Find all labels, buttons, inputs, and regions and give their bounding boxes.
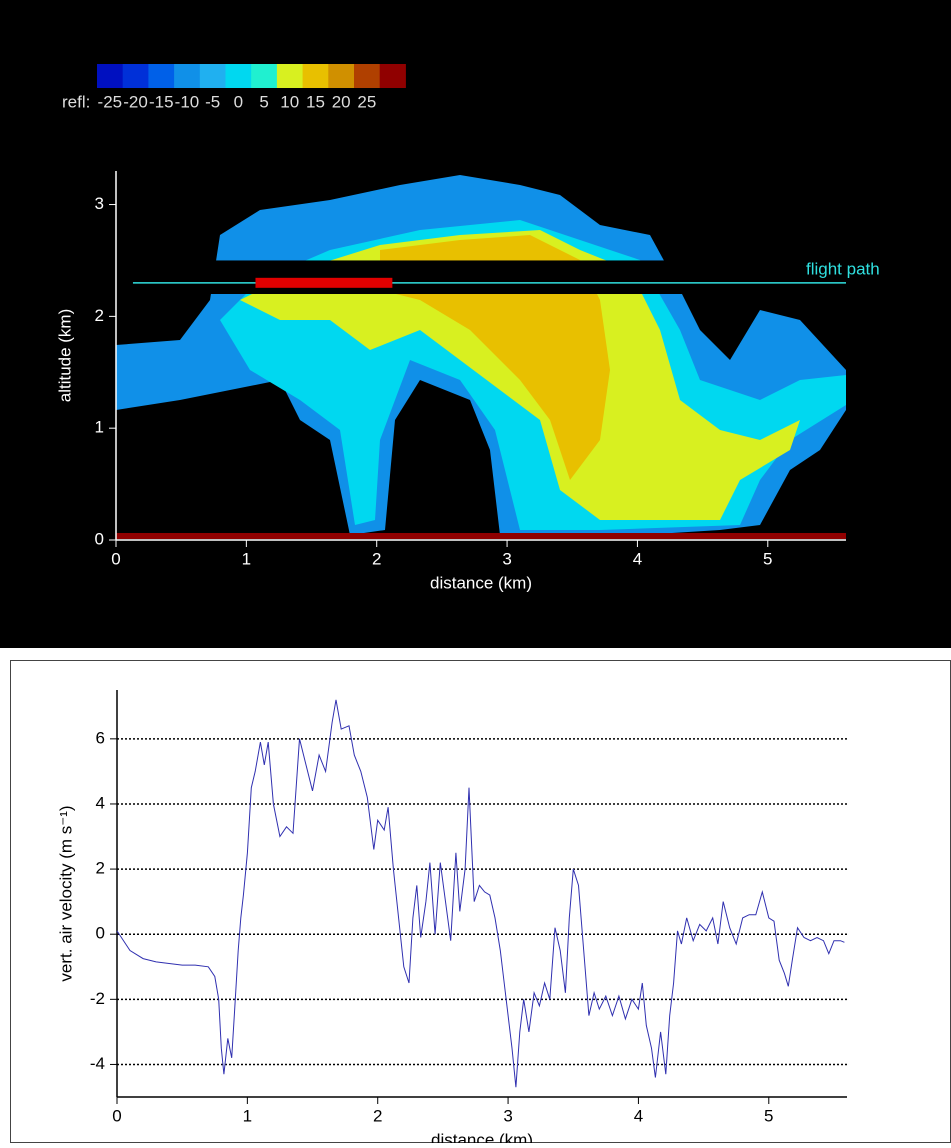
colorbar-swatch <box>148 64 175 88</box>
colorbar-tick-label: -10 <box>175 92 200 111</box>
colorbar-swatch <box>225 64 252 88</box>
colorbar-swatch <box>354 64 381 88</box>
y-tick-label: 0 <box>95 529 104 548</box>
flight-path-label: flight path <box>806 259 880 278</box>
x-tick-label: 3 <box>503 1106 512 1125</box>
x-axis-title: distance (km) <box>430 573 532 592</box>
colorbar-tick-label: 25 <box>357 92 376 111</box>
colorbar-tick-label: -15 <box>149 92 174 111</box>
colorbar-swatch <box>276 64 304 88</box>
colorbar-swatch <box>199 64 226 88</box>
colorbar-tick-label: -5 <box>205 92 220 111</box>
y-tick-label: -2 <box>90 989 105 1008</box>
y-axis-title: vert. air velocity (m s⁻¹) <box>56 805 75 981</box>
x-tick-label: 0 <box>112 1106 121 1125</box>
colorbar-swatch <box>122 64 149 88</box>
x-tick-label: 1 <box>242 549 251 568</box>
blind-zone <box>118 260 846 294</box>
y-tick-label: -4 <box>90 1054 105 1073</box>
y-tick-label: 0 <box>96 924 105 943</box>
x-tick-label: 2 <box>373 1106 382 1125</box>
colorbar-tick-label: 15 <box>306 92 325 111</box>
x-tick-label: 5 <box>764 1106 773 1125</box>
colorbar-tick-label: 5 <box>259 92 268 111</box>
cloud-echo <box>380 235 610 480</box>
x-axis-title: distance (km) <box>431 1130 533 1143</box>
colorbar-label: refl: <box>62 92 90 111</box>
y-tick-label: 6 <box>96 728 105 747</box>
y-tick-label: 1 <box>95 418 104 437</box>
colorbar-tick-label: 10 <box>280 92 299 111</box>
bottom-panel <box>10 660 951 1143</box>
y-axis-title: altitude (km) <box>55 309 74 403</box>
colorbar-tick-label: -20 <box>123 92 148 111</box>
colorbar-swatch <box>174 64 201 88</box>
colorbar-swatch <box>328 64 355 88</box>
colorbar-tick-label: -25 <box>98 92 123 111</box>
colorbar-swatch <box>379 64 406 88</box>
y-tick-label: 2 <box>95 306 104 325</box>
x-tick-label: 1 <box>243 1106 252 1125</box>
colorbar-swatch <box>97 64 124 88</box>
highlight-segment <box>255 277 393 288</box>
x-tick-label: 3 <box>502 549 511 568</box>
x-tick-label: 5 <box>763 549 772 568</box>
y-tick-label: 3 <box>95 194 104 213</box>
x-tick-label: 0 <box>111 549 120 568</box>
y-tick-label: 2 <box>96 859 105 878</box>
colorbar-tick-label: 0 <box>234 92 243 111</box>
ground-echo <box>116 533 846 539</box>
colorbar-tick-label: 20 <box>332 92 351 111</box>
x-tick-label: 2 <box>372 549 381 568</box>
velocity-line <box>116 699 845 1088</box>
x-tick-label: 4 <box>633 549 642 568</box>
colorbar-swatch <box>251 64 278 88</box>
x-tick-label: 4 <box>634 1106 643 1125</box>
y-tick-label: 4 <box>96 793 105 812</box>
colorbar-swatch <box>302 64 329 88</box>
